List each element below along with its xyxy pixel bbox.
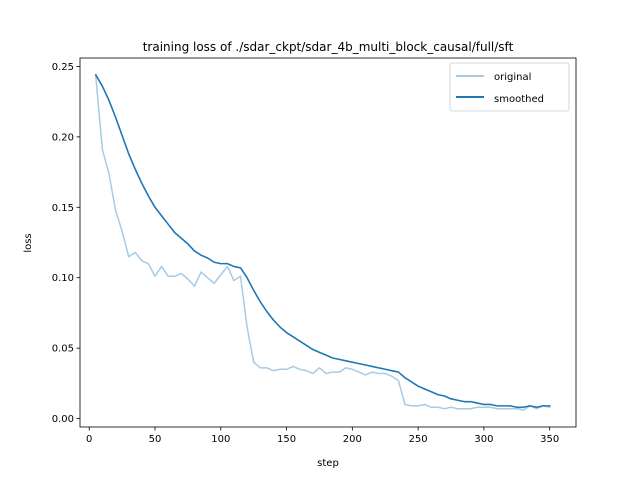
- series-line-original: [94, 75, 551, 411]
- y-tick-label: 0.20: [52, 132, 74, 143]
- x-axis-ticks: 0 50 100 150 200 250 300 350: [86, 427, 559, 445]
- y-axis-ticks: 0.00 0.05 0.10 0.15 0.20 0.25: [52, 62, 80, 425]
- legend-label-original: original: [494, 72, 531, 83]
- x-tick-label: 350: [540, 434, 559, 445]
- x-tick-label: 150: [277, 434, 296, 445]
- legend: original smoothed: [449, 62, 570, 112]
- y-tick-label: 0.15: [52, 203, 74, 214]
- x-axis-label: step: [317, 458, 339, 469]
- series-layer: [94, 73, 551, 411]
- chart-title: training loss of ./sdar_ckpt/sdar_4b_mul…: [143, 40, 514, 54]
- x-tick-label: 250: [409, 434, 428, 445]
- x-tick-label: 200: [343, 434, 362, 445]
- y-axis-label: loss: [23, 233, 34, 252]
- x-tick-label: 50: [149, 434, 162, 445]
- x-tick-label: 0: [86, 434, 92, 445]
- legend-label-smoothed: smoothed: [494, 94, 544, 105]
- y-tick-label: 0.10: [52, 273, 74, 284]
- y-tick-label: 0.05: [52, 344, 74, 355]
- y-tick-label: 0.00: [52, 414, 74, 425]
- x-tick-label: 300: [474, 434, 493, 445]
- y-tick-label: 0.25: [52, 62, 74, 73]
- x-tick-label: 100: [211, 434, 230, 445]
- axes-frame: [79, 57, 577, 428]
- plot-area: [79, 57, 577, 428]
- series-line-smoothed: [94, 73, 551, 409]
